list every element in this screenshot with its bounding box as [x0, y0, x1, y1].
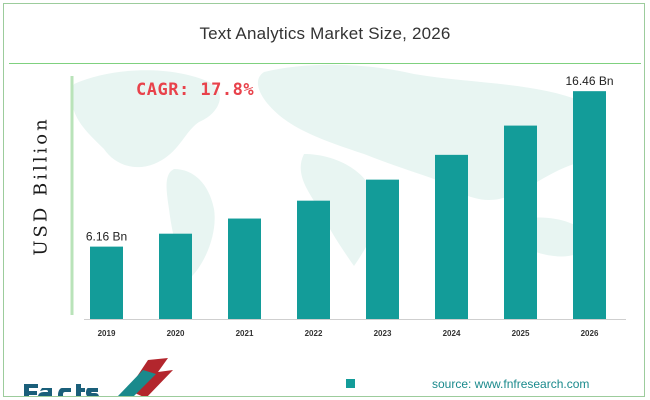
title-divider	[9, 63, 641, 64]
bar-2025	[504, 125, 537, 319]
chart-axes	[70, 76, 626, 320]
x-tick-label: 2025	[512, 329, 530, 338]
chart-canvas: 2019 2020 2021 2022 2023 2024 2025 2026 6.16 Bn…	[70, 64, 626, 338]
data-label: 6.16 Bn	[86, 230, 127, 244]
cagr-annotation: CAGR: 17.8%	[136, 80, 255, 100]
source-text: source: www.fnfresearch.com	[432, 377, 590, 391]
x-tick-label: 2020	[167, 329, 185, 338]
chart-frame: 2019 2020 2021 2022 2023 2024 2025 2026 6.16 Bn…	[3, 3, 645, 397]
x-tick-label: 2022	[305, 329, 323, 338]
chart-title: Text Analytics Market Size, 2026	[199, 24, 451, 43]
bar-2024	[435, 154, 468, 319]
x-tick-label: 2019	[98, 329, 116, 338]
y-axis-label: USD Billion	[30, 116, 52, 256]
bar-2022	[297, 200, 330, 319]
facts-factors-logo	[18, 358, 173, 396]
x-tick-labels: 2019 2020 2021 2022 2023 2024 2025 2026	[98, 329, 599, 338]
bar-2026	[573, 91, 606, 319]
bar-2023	[366, 179, 399, 319]
x-tick-label: 2024	[443, 329, 461, 338]
chart-bars	[90, 91, 606, 319]
data-labels: 6.16 Bn 16.46 Bn	[86, 74, 614, 243]
x-tick-label: 2026	[581, 329, 599, 338]
bar-2019	[90, 246, 123, 319]
legend-swatch	[346, 379, 355, 388]
x-tick-label: 2021	[236, 329, 254, 338]
data-label: 16.46 Bn	[565, 74, 613, 88]
bar-2020	[159, 233, 192, 319]
bar-2021	[228, 218, 261, 319]
x-tick-label: 2023	[374, 329, 392, 338]
